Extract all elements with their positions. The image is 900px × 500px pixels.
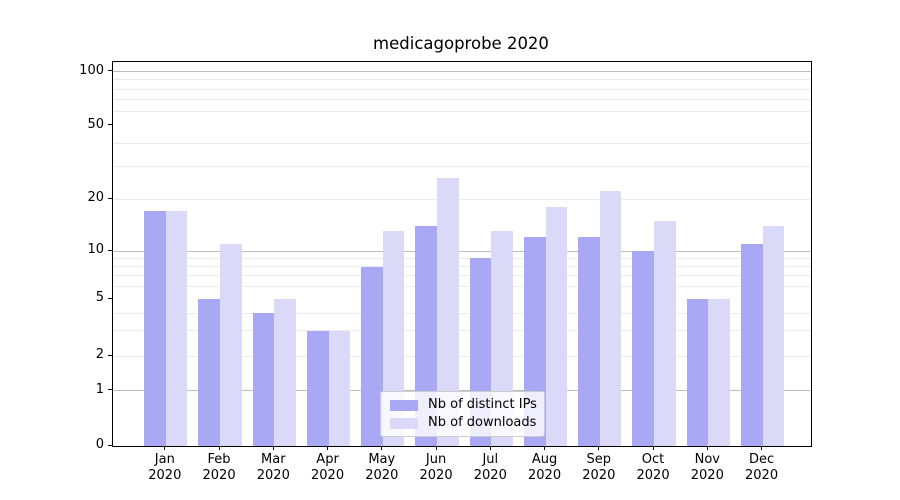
legend-swatch-distinct-ips bbox=[390, 399, 418, 411]
bar-distinct-ips-mar bbox=[252, 313, 275, 446]
x-tick-label-sep: Sep 2020 bbox=[582, 452, 616, 483]
y-tick-label: 1 bbox=[95, 381, 104, 397]
minor-gridline bbox=[113, 98, 811, 100]
bar-downloads-sep bbox=[599, 191, 622, 446]
bar-downloads-jun bbox=[437, 178, 459, 446]
bar-downloads-dec bbox=[762, 225, 785, 446]
major-gridline bbox=[113, 390, 811, 391]
x-tick-mark bbox=[435, 446, 437, 450]
chart-title: medicagoprobe 2020 bbox=[373, 34, 549, 53]
minor-gridline bbox=[113, 143, 811, 145]
bar-distinct-ips-apr bbox=[306, 330, 329, 446]
minor-gridline bbox=[113, 88, 811, 90]
y-tick-mark bbox=[108, 249, 112, 251]
x-tick-label-apr: Apr 2020 bbox=[311, 452, 345, 483]
y-tick-label: 10 bbox=[87, 242, 104, 257]
bar-downloads-apr bbox=[328, 330, 351, 446]
x-tick-label-jun: Jun 2020 bbox=[419, 452, 453, 483]
minor-gridline bbox=[113, 166, 811, 168]
minor-gridline bbox=[113, 110, 811, 112]
x-tick-label-oct: Oct 2020 bbox=[636, 452, 670, 483]
x-tick-mark bbox=[218, 446, 220, 450]
x-tick-mark bbox=[706, 446, 708, 450]
y-tick-mark bbox=[108, 354, 112, 356]
legend: Nb of distinct IPs Nb of downloads bbox=[380, 391, 545, 437]
bar-distinct-ips-may bbox=[361, 266, 383, 446]
minor-gridline bbox=[113, 286, 811, 288]
legend-label-distinct-ips: Nb of distinct IPs bbox=[428, 397, 537, 412]
x-tick-label-nov: Nov 2020 bbox=[690, 452, 724, 483]
y-tick-label: 20 bbox=[87, 190, 104, 205]
legend-row-distinct-ips: Nb of distinct IPs bbox=[390, 396, 537, 414]
bar-downloads-feb bbox=[220, 243, 242, 446]
minor-gridline bbox=[113, 312, 811, 314]
x-tick-label-jul: Jul 2020 bbox=[473, 452, 507, 483]
plot-area bbox=[112, 61, 812, 447]
x-tick-mark bbox=[272, 446, 274, 450]
x-tick-mark bbox=[327, 446, 329, 450]
y-tick-label: 50 bbox=[87, 116, 104, 132]
x-tick-mark bbox=[489, 446, 491, 450]
x-tick-mark bbox=[761, 446, 763, 450]
minor-gridline bbox=[113, 330, 811, 332]
minor-gridline bbox=[113, 257, 811, 259]
legend-swatch-downloads bbox=[390, 417, 418, 429]
bar-distinct-ips-feb bbox=[198, 299, 221, 446]
x-tick-label-jan: Jan 2020 bbox=[148, 452, 182, 483]
y-tick-mark bbox=[108, 444, 112, 446]
x-tick-mark bbox=[381, 446, 383, 450]
bar-distinct-ips-nov bbox=[686, 299, 709, 446]
x-tick-label-feb: Feb 2020 bbox=[202, 452, 236, 483]
bar-distinct-ips-jan bbox=[144, 211, 166, 446]
x-tick-label-may: May 2020 bbox=[365, 452, 399, 483]
x-tick-label-mar: Mar 2020 bbox=[256, 452, 290, 483]
y-tick-label: 2 bbox=[95, 347, 104, 362]
x-tick-mark bbox=[598, 446, 600, 450]
x-tick-mark bbox=[544, 446, 546, 450]
major-gridline bbox=[113, 71, 811, 73]
bar-downloads-aug bbox=[545, 206, 568, 446]
y-tick-label: 0 bbox=[95, 437, 104, 452]
major-gridline bbox=[113, 250, 811, 252]
bar-downloads-jan bbox=[165, 211, 188, 446]
minor-gridline bbox=[113, 266, 811, 268]
y-tick-mark bbox=[108, 70, 112, 72]
minor-gridline bbox=[113, 355, 811, 357]
legend-label-downloads: Nb of downloads bbox=[428, 415, 537, 430]
x-tick-label-aug: Aug 2020 bbox=[528, 452, 562, 483]
minor-gridline bbox=[113, 79, 811, 81]
y-tick-label: 5 bbox=[95, 290, 104, 306]
y-tick-label: 100 bbox=[79, 62, 104, 78]
bar-downloads-oct bbox=[654, 220, 676, 446]
y-tick-mark bbox=[108, 124, 112, 126]
minor-gridline bbox=[113, 198, 811, 200]
x-tick-label-dec: Dec 2020 bbox=[745, 452, 779, 483]
bar-downloads-mar bbox=[274, 299, 296, 446]
y-tick-mark bbox=[108, 197, 112, 199]
bar-distinct-ips-oct bbox=[632, 251, 655, 446]
bar-distinct-ips-sep bbox=[578, 237, 600, 446]
y-tick-mark bbox=[108, 297, 112, 299]
bar-distinct-ips-dec bbox=[740, 243, 763, 446]
bar-distinct-ips-jun bbox=[415, 225, 438, 446]
legend-row-downloads: Nb of downloads bbox=[390, 414, 537, 432]
minor-gridline bbox=[113, 275, 811, 277]
bar-downloads-nov bbox=[708, 299, 730, 446]
x-tick-mark bbox=[652, 446, 654, 450]
x-tick-mark bbox=[164, 446, 166, 450]
y-tick-mark bbox=[108, 389, 112, 390]
